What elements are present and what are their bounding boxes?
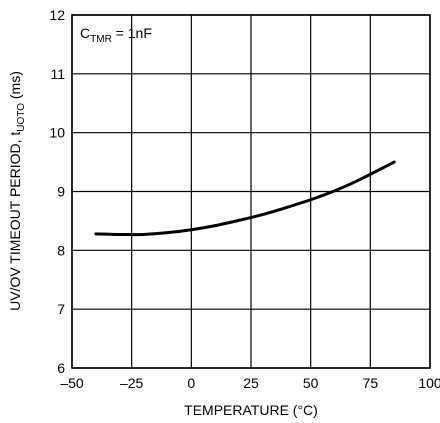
y-tick-label-5: 11 bbox=[50, 66, 65, 82]
x-tick-label-6: 100 bbox=[418, 375, 440, 391]
x-tick-label-3: 25 bbox=[243, 375, 259, 391]
y-tick-label-3: 9 bbox=[57, 184, 65, 200]
y-axis-title: UV/OV TIMEOUT PERIOD, tUOTO (ms) bbox=[7, 71, 27, 311]
y-tick-label-0: 6 bbox=[57, 360, 65, 376]
y-tick-label-1: 7 bbox=[57, 301, 65, 317]
x-tick-labels: –50 –25 0 25 50 75 100 bbox=[60, 375, 440, 391]
y-tick-label-2: 8 bbox=[57, 242, 65, 258]
x-tick-label-5: 75 bbox=[363, 375, 379, 391]
y-tick-labels: 6 7 8 9 10 11 12 bbox=[49, 7, 65, 376]
x-axis-title: TEMPERATURE (°C) bbox=[184, 402, 318, 418]
plot-frame bbox=[71, 14, 431, 369]
annotation-ctmr: CTMR = 1nF bbox=[80, 25, 152, 45]
x-tick-label-1: –25 bbox=[120, 375, 144, 391]
x-tick-label-2: 0 bbox=[187, 375, 195, 391]
x-tick-label-0: –50 bbox=[60, 375, 84, 391]
y-tick-label-4: 10 bbox=[49, 125, 65, 141]
y-tick-label-6: 12 bbox=[49, 7, 65, 23]
x-tick-label-4: 50 bbox=[303, 375, 319, 391]
series-line bbox=[94, 160, 396, 237]
gridlines bbox=[71, 14, 431, 369]
